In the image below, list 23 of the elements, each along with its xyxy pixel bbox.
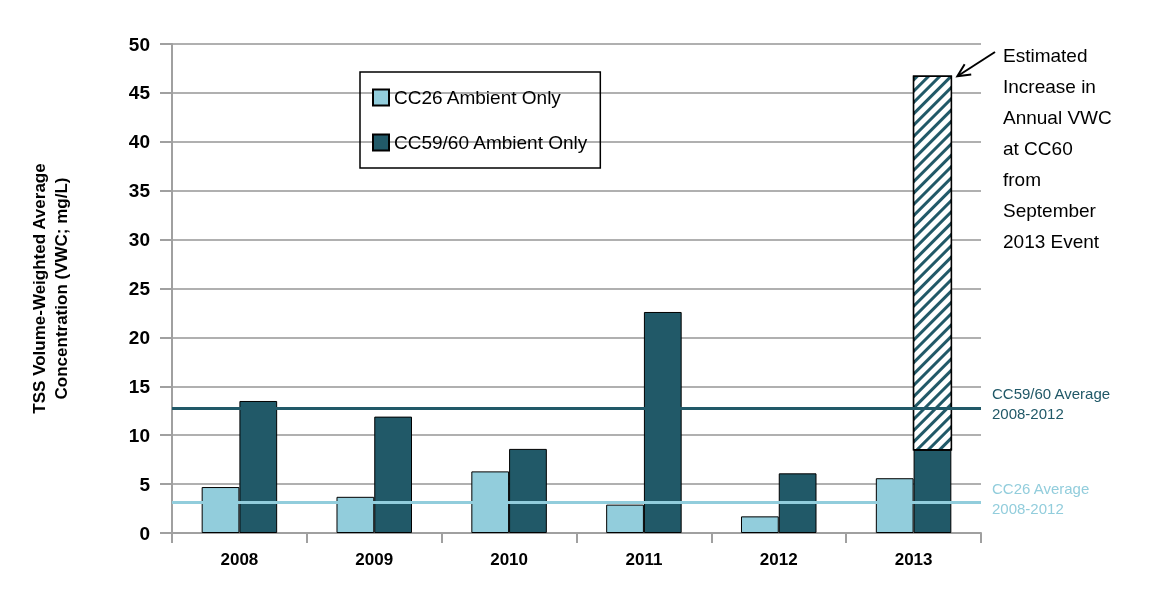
y-tick-label: 20: [128, 326, 150, 348]
x-tick-label: 2008: [220, 550, 259, 569]
ref-line-label: CC59/60 Average 2008-2012: [992, 385, 1111, 423]
y-axis-title: TSS Volume-Weighted Average Concentration (VWC; mg/L): [29, 163, 71, 414]
y-tick-label: 25: [128, 278, 151, 299]
x-tick-label: 2013: [894, 550, 933, 569]
x-tick-label: 2009: [355, 550, 394, 569]
legend-label: CC59/60 Ambient Only: [394, 132, 588, 153]
y-tick-label: 15: [128, 375, 151, 397]
text: Estimated Increase in Annual VWC at CC60 from September 2013 Event: [1003, 45, 1112, 252]
y-tick-label: 30: [128, 229, 150, 251]
x-tick-label: 2010: [490, 550, 528, 569]
ref-line-label: CC26 Average 2008-2012: [992, 480, 1090, 518]
y-tick-label: 0: [139, 522, 150, 544]
y-tick-label: 35: [128, 180, 151, 202]
y-tick-label: 50: [128, 33, 150, 55]
x-tick-label: 2011: [625, 550, 663, 569]
legend-label: CC26 Ambient Only: [394, 87, 562, 108]
x-tick-label: 2012: [759, 550, 798, 569]
y-tick-label: 45: [128, 82, 151, 104]
y-tick-label: 10: [128, 424, 150, 446]
y-tick-label: 40: [128, 131, 150, 153]
y-tick-label: 5: [139, 473, 151, 495]
